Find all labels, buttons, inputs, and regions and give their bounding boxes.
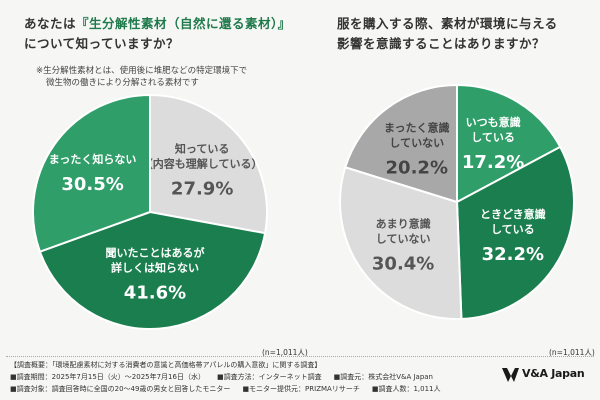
survey-period: ■調査期間：2025年7月15日（火）～2025年7月16日（水） xyxy=(10,373,205,381)
pie-left-slice-0-label-0: 知っている xyxy=(174,142,229,156)
pie-right-slice-2-label-1: していない xyxy=(376,232,431,245)
pie-right-slice-1-label-0: ときどき意識 xyxy=(480,207,546,221)
note-line-2: 微生物の働きにより分解される素材です xyxy=(46,78,199,88)
left-title-part-2: について知っていますか？ xyxy=(24,36,180,51)
logo-mark-icon xyxy=(502,368,519,382)
pie-right-slice-0-value: 17.2% xyxy=(462,152,524,173)
survey-overview: 【調査概要：「環境配慮素材に対する消費者の意識と高価格帯アパレルの購入意欲」に関… xyxy=(10,361,322,369)
survey-row-2: ■調査対象：調査回答時に全国の20～49歳の男女と回答したモニター ■モニター提… xyxy=(10,383,440,395)
pie-left-slice-2-value: 30.5% xyxy=(61,174,123,195)
pie-left-slice-0-value: 27.9% xyxy=(171,179,233,200)
pie-left-slice-2-label-0: まったく知らない xyxy=(49,152,137,166)
pie-right-slice-0 xyxy=(456,83,562,204)
pie-left-slice-0 xyxy=(149,93,268,235)
pie-left-slice-1-label-0: 聞いたことはあるが xyxy=(105,246,204,260)
right-pie-chart: いつも意識している17.2%ときどき意識している32.2%あまり意識していない3… xyxy=(339,83,575,320)
right-title-part-2: 素材が環境に与える xyxy=(441,16,558,31)
pie-right-slice-1-label-1: している xyxy=(491,223,535,236)
left-title-part-1: あなたは xyxy=(24,16,77,31)
pie-left-slice-2 xyxy=(32,93,151,253)
pie-right-slice-2-value: 30.4% xyxy=(372,253,434,274)
pie-right-slice-0-label-0: いつも意識 xyxy=(466,115,521,129)
note-line-1: ※生分解性素材とは、使用後に堆肥などの特定環境下で xyxy=(36,66,248,76)
left-sample-size: (n=1,011人) xyxy=(262,348,308,357)
pie-left-slice-1-label-1: 詳しくは知らない xyxy=(111,261,199,275)
pie-right-slice-2 xyxy=(339,165,463,320)
pie-right-slice-1 xyxy=(455,145,575,320)
left-chart-title: あなたは『生分解性素材（自然に還る素材）』 について知っていますか？ xyxy=(24,14,314,54)
pie-right-slice-1-value: 32.2% xyxy=(482,244,544,265)
survey-footer: 【調査概要：「環境配慮素材に対する消費者の意識と高価格帯アパレルの購入意欲」に関… xyxy=(6,356,594,397)
pie-left-slice-1 xyxy=(38,210,267,330)
pie-right-slice-3-value: 20.2% xyxy=(386,157,448,178)
logo-text: V&A Japan xyxy=(522,367,585,380)
right-chart-title: 服を購入する際、素材が環境に与える 影響を意識することはありますか？ xyxy=(337,14,587,54)
pie-right-slice-3-label-1: していない xyxy=(389,136,444,149)
survey-source: ■調査元：株式会社V&A Japan xyxy=(333,373,433,381)
pie-left-slice-0-label-1: （内容も理解している） xyxy=(142,157,263,171)
pie-left-slice-1-value: 41.6% xyxy=(124,283,186,304)
pie-right-slice-3-label-0: まったく意識 xyxy=(384,120,450,134)
pie-right-slice-0-label-1: している xyxy=(471,131,515,144)
survey-count: ■調査人数：1,011人 xyxy=(371,385,441,393)
survey-provider: ■モニター提供元：PRIZMAリサーチ xyxy=(242,385,360,393)
company-logo: V&A Japan xyxy=(500,362,595,390)
right-sample-size: (n=1,011人) xyxy=(549,348,595,357)
survey-target: ■調査対象：調査回答時に全国の20～49歳の男女と回答したモニター xyxy=(10,385,231,393)
left-chart-note: ※生分解性素材とは、使用後に堆肥などの特定環境下で 微生物の働きにより分解される… xyxy=(36,65,296,89)
pie-right-slice-3 xyxy=(344,83,458,204)
left-title-highlight: 『生分解性素材（自然に還る素材）』 xyxy=(76,16,291,31)
right-title-part-3: 影響を意識することはありますか？ xyxy=(337,36,546,51)
survey-method: ■調査方法：インターネット調査 xyxy=(216,373,322,381)
survey-row-1: ■調査期間：2025年7月15日（火）～2025年7月16日（水） ■調査方法：… xyxy=(10,371,433,383)
right-title-part-1: 服を購入する際、 xyxy=(337,16,442,31)
pie-right-slice-2-label-0: あまり意識 xyxy=(376,216,431,230)
